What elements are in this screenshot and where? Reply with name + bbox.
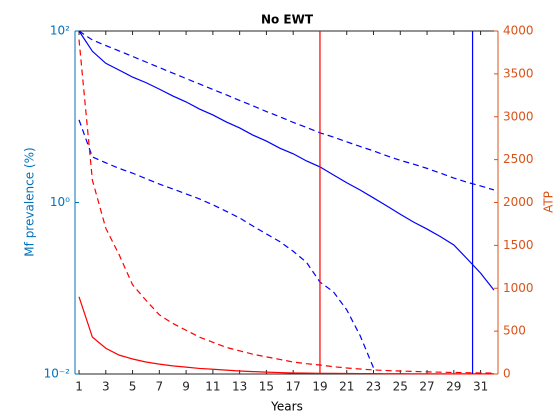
- x-tick-label: 7: [156, 380, 164, 394]
- y2-tick-label: 3500: [503, 66, 534, 80]
- series-line: [78, 30, 495, 191]
- y2-axis-label: ATP: [542, 191, 556, 213]
- x-tick-label: 25: [393, 380, 408, 394]
- series-line: [78, 39, 494, 374]
- x-tick-label: 15: [259, 380, 274, 394]
- x-tick-label: 17: [286, 380, 301, 394]
- x-tick-label: 13: [232, 380, 247, 394]
- series-line: [78, 296, 494, 375]
- y-tick-label: 10²: [50, 24, 70, 38]
- y2-tick-label: 4000: [503, 24, 534, 38]
- x-tick-label: 11: [205, 380, 220, 394]
- x-tick-label: 27: [419, 380, 434, 394]
- x-tick-label: 31: [473, 380, 488, 394]
- series-line: [78, 30, 495, 291]
- y2-tick-label: 0: [503, 367, 511, 381]
- chart-title: No EWT: [261, 13, 314, 27]
- y2-tick-label: 2000: [503, 195, 534, 209]
- y-axis-label: Mf prevalence (%): [23, 147, 37, 256]
- x-tick-label: 19: [312, 380, 327, 394]
- x-tick-label: 23: [366, 380, 381, 394]
- x-tick-label: 3: [102, 380, 110, 394]
- y-tick-label: 10⁻²: [44, 367, 71, 381]
- x-tick-label: 21: [339, 380, 354, 394]
- x-tick-label: 1: [75, 380, 83, 394]
- x-tick-label: 5: [129, 380, 137, 394]
- y2-tick-label: 2500: [503, 152, 534, 166]
- y2-tick-label: 3000: [503, 109, 534, 123]
- y2-tick-label: 500: [503, 324, 526, 338]
- y2-tick-label: 1000: [503, 281, 534, 295]
- series-line: [78, 119, 375, 369]
- x-axis-label: Years: [270, 400, 303, 414]
- x-tick-label: 29: [446, 380, 461, 394]
- y2-tick-label: 1500: [503, 238, 534, 252]
- x-tick-label: 9: [182, 380, 190, 394]
- y-tick-label: 10⁰: [50, 195, 70, 209]
